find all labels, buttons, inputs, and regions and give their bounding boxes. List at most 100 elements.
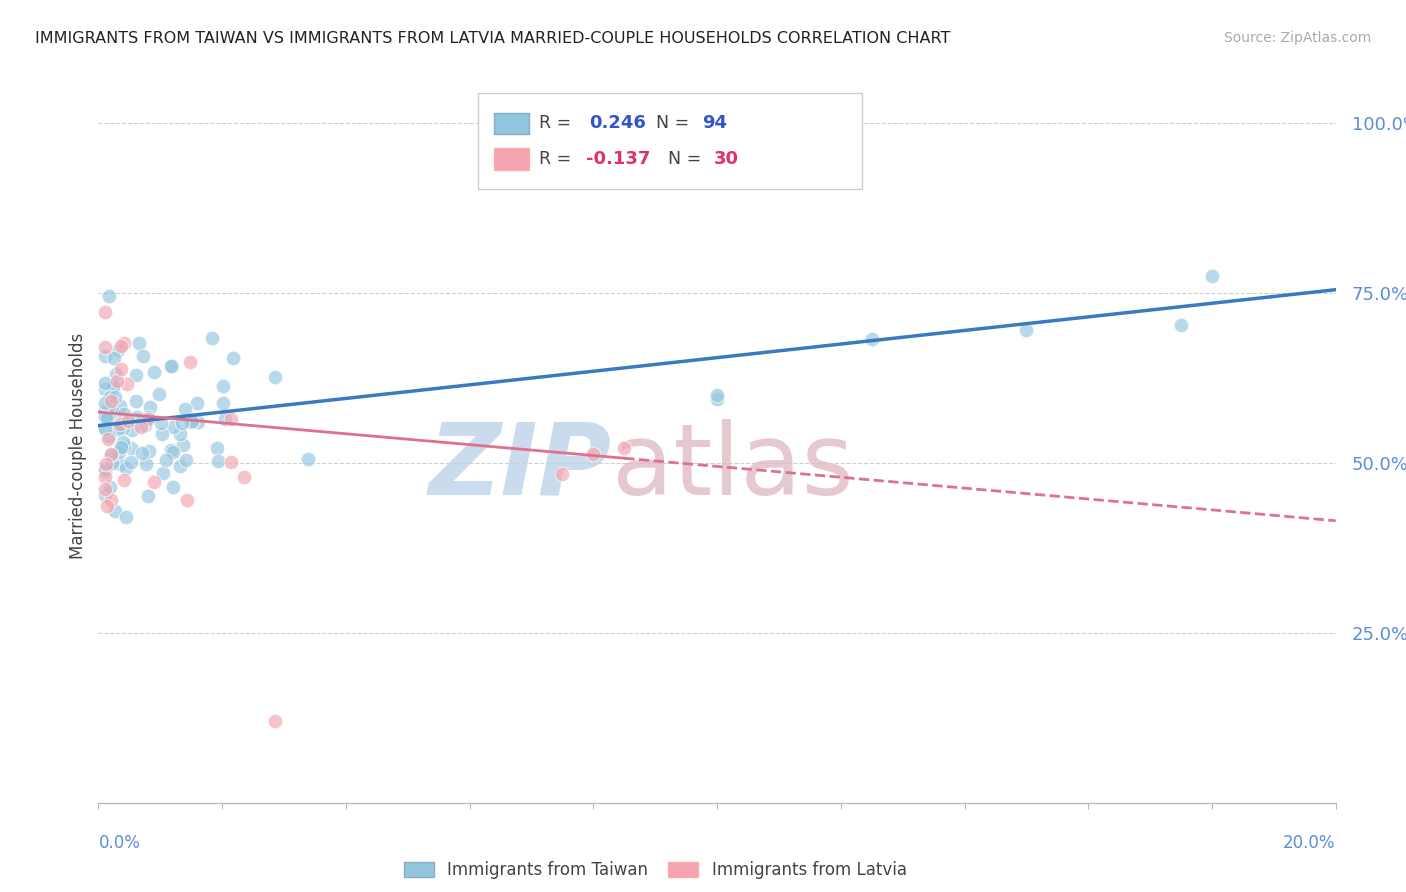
Point bbox=[112, 439, 135, 453]
Point bbox=[135, 412, 157, 426]
Point bbox=[551, 467, 574, 481]
Point bbox=[103, 377, 125, 392]
Text: N =: N = bbox=[668, 150, 706, 168]
Point bbox=[108, 444, 131, 458]
Text: ZIP: ZIP bbox=[429, 419, 612, 516]
Point bbox=[94, 483, 117, 497]
Point bbox=[117, 377, 139, 392]
Point bbox=[180, 414, 202, 428]
Point bbox=[128, 336, 150, 351]
Point bbox=[117, 414, 139, 428]
Point bbox=[297, 452, 319, 467]
Point bbox=[103, 351, 125, 366]
Point bbox=[176, 452, 198, 467]
Point bbox=[115, 461, 138, 475]
Point bbox=[93, 349, 115, 363]
Point bbox=[132, 349, 155, 363]
Point bbox=[582, 447, 605, 461]
Point bbox=[100, 394, 122, 409]
Point bbox=[101, 456, 124, 470]
Point bbox=[97, 289, 120, 303]
Point bbox=[160, 359, 183, 374]
Point bbox=[860, 332, 883, 346]
Text: atlas: atlas bbox=[612, 419, 853, 516]
Point bbox=[110, 457, 132, 471]
Point bbox=[105, 374, 128, 388]
Point bbox=[120, 455, 142, 469]
Point bbox=[169, 459, 191, 474]
Point bbox=[98, 429, 121, 443]
Point bbox=[98, 390, 121, 404]
Point bbox=[105, 368, 128, 382]
Point bbox=[93, 422, 115, 436]
Point bbox=[169, 427, 191, 442]
FancyBboxPatch shape bbox=[495, 148, 529, 169]
Point bbox=[125, 393, 148, 408]
Point bbox=[1015, 323, 1038, 337]
Point bbox=[159, 442, 181, 457]
Point bbox=[93, 462, 115, 476]
Point bbox=[93, 408, 115, 422]
Point bbox=[207, 454, 229, 468]
Point bbox=[232, 470, 254, 484]
Point bbox=[115, 510, 138, 524]
Point bbox=[131, 446, 153, 460]
Point bbox=[104, 390, 127, 404]
Text: -0.137: -0.137 bbox=[586, 150, 651, 168]
Point bbox=[142, 475, 165, 489]
Point bbox=[125, 409, 148, 424]
Point bbox=[125, 368, 148, 382]
Text: 20.0%: 20.0% bbox=[1284, 834, 1336, 852]
Point bbox=[136, 412, 159, 426]
Point bbox=[100, 448, 122, 462]
Point bbox=[152, 466, 174, 480]
Point bbox=[93, 382, 115, 396]
Point bbox=[263, 370, 285, 384]
Point bbox=[186, 395, 208, 409]
Point bbox=[155, 452, 177, 467]
Point bbox=[93, 396, 115, 410]
Point bbox=[93, 464, 115, 478]
Point bbox=[174, 401, 197, 416]
Point bbox=[1201, 268, 1223, 283]
Point bbox=[112, 335, 135, 350]
Point bbox=[172, 437, 194, 451]
Point bbox=[139, 400, 162, 414]
Point bbox=[138, 490, 160, 504]
Point bbox=[93, 376, 115, 390]
Text: 30: 30 bbox=[713, 150, 738, 168]
Point bbox=[93, 470, 115, 484]
Point bbox=[100, 493, 122, 508]
Point bbox=[120, 441, 142, 455]
Point bbox=[107, 343, 129, 357]
Point bbox=[108, 399, 131, 413]
Point bbox=[98, 479, 121, 493]
Text: 94: 94 bbox=[702, 114, 727, 132]
Text: R =: R = bbox=[538, 150, 576, 168]
Point bbox=[205, 441, 228, 455]
Point bbox=[108, 417, 131, 431]
Point bbox=[97, 432, 120, 446]
Point bbox=[138, 443, 160, 458]
Point bbox=[93, 420, 115, 434]
Point bbox=[112, 408, 135, 422]
Y-axis label: Married-couple Households: Married-couple Households bbox=[69, 333, 87, 559]
Point bbox=[112, 473, 135, 487]
Point bbox=[135, 457, 157, 471]
Point bbox=[93, 304, 115, 318]
Point bbox=[111, 435, 134, 450]
Point bbox=[162, 480, 184, 494]
Point bbox=[1170, 318, 1192, 332]
Point bbox=[162, 359, 184, 373]
Text: N =: N = bbox=[657, 114, 695, 132]
Point bbox=[107, 422, 129, 436]
Point bbox=[100, 447, 122, 461]
FancyBboxPatch shape bbox=[495, 112, 529, 134]
Point bbox=[93, 487, 115, 501]
Point bbox=[150, 427, 173, 442]
Text: 0.0%: 0.0% bbox=[98, 834, 141, 852]
Point bbox=[110, 339, 132, 353]
Point bbox=[112, 420, 135, 434]
Point bbox=[219, 412, 242, 426]
Point bbox=[214, 412, 236, 426]
